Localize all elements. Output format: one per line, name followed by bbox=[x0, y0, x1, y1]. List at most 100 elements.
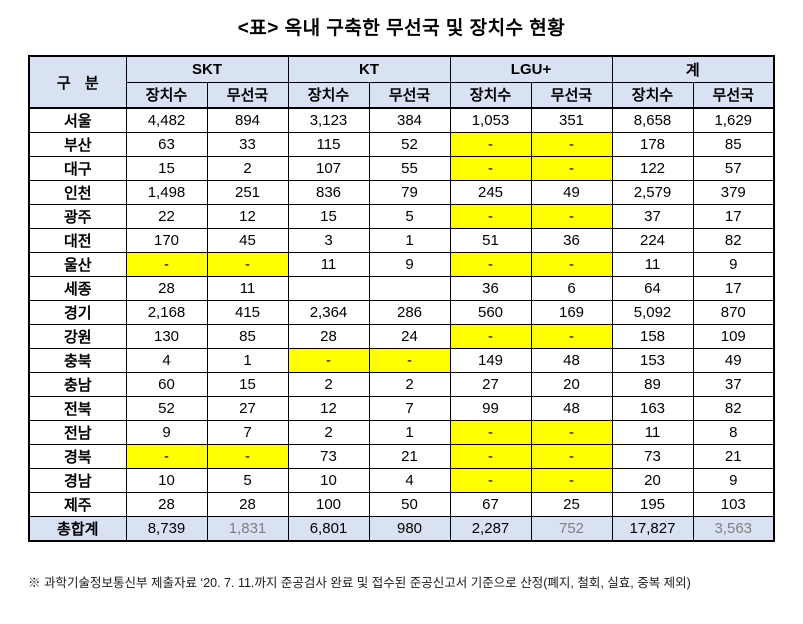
table-cell: 2,579 bbox=[611, 180, 694, 205]
table-cell: 3 bbox=[287, 228, 370, 253]
row-label: 총합계 bbox=[28, 516, 127, 542]
table-cell: 17 bbox=[692, 276, 775, 301]
table-cell: 24 bbox=[368, 324, 451, 349]
table-cell: 384 bbox=[368, 107, 451, 133]
group-header-skt: SKT bbox=[125, 55, 289, 83]
table-cell: 351 bbox=[530, 107, 613, 133]
table-cell: - bbox=[530, 252, 613, 277]
sub-header-skt: 무선국 bbox=[206, 81, 289, 109]
table-cell: 63 bbox=[125, 132, 208, 157]
table-header: 구 분 SKT KT LGU+ 계 장치수 무선국 장치수 무선국 장치수 무선국 장치수 무선국 bbox=[28, 55, 775, 109]
group-header-lgu: LGU+ bbox=[449, 55, 613, 83]
table-cell: - bbox=[449, 444, 532, 469]
table-cell: 36 bbox=[530, 228, 613, 253]
table-cell: 245 bbox=[449, 180, 532, 205]
table-cell: 64 bbox=[611, 276, 694, 301]
table-cell: 100 bbox=[287, 492, 370, 517]
row-label: 대전 bbox=[28, 228, 127, 253]
data-table: 구 분 SKT KT LGU+ 계 장치수 무선국 장치수 무선국 장치수 무선국 장치수 무선국 서… bbox=[28, 55, 775, 542]
total-row: 총합계 8,739 1,831 6,801 980 2,287 752 17,827 3,563 bbox=[28, 516, 775, 542]
table-cell: 836 bbox=[287, 180, 370, 205]
table-cell: 251 bbox=[206, 180, 289, 205]
table-cell: - bbox=[530, 132, 613, 157]
table-cell: 20 bbox=[530, 372, 613, 397]
table-cell: 2 bbox=[206, 156, 289, 181]
table-cell bbox=[368, 276, 451, 301]
table-row: 경북 - -73 21- -73 21 bbox=[28, 444, 775, 469]
table-cell: - bbox=[287, 348, 370, 373]
footnote: ※ 과학기술정보통신부 제출자료 ‘20. 7. 11.까지 준공검사 완료 및… bbox=[28, 576, 691, 590]
table-cell: 3,563 bbox=[692, 516, 775, 542]
table-cell: 1,053 bbox=[449, 107, 532, 133]
table-cell: 5 bbox=[206, 468, 289, 493]
table-cell: - bbox=[125, 444, 208, 469]
table-cell: 20 bbox=[611, 468, 694, 493]
table-cell: 25 bbox=[530, 492, 613, 517]
table-cell: - bbox=[449, 252, 532, 277]
table-cell: 870 bbox=[692, 300, 775, 325]
row-label: 부산 bbox=[28, 132, 127, 157]
table-cell: 82 bbox=[692, 396, 775, 421]
table-row: 서울 4,482 894 3,123 384 1,053 351 8,658 1,629 bbox=[28, 107, 775, 133]
table-cell: 37 bbox=[692, 372, 775, 397]
table-cell: 10 bbox=[125, 468, 208, 493]
table-cell: 85 bbox=[206, 324, 289, 349]
table-cell: 170 bbox=[125, 228, 208, 253]
table-cell: 8,739 bbox=[125, 516, 208, 542]
table-cell: 169 bbox=[530, 300, 613, 325]
table-cell: - bbox=[530, 156, 613, 181]
table-cell: 73 bbox=[611, 444, 694, 469]
table-cell: 85 bbox=[692, 132, 775, 157]
table-cell: 36 bbox=[449, 276, 532, 301]
table-row: 경남 10 5 10 4- -20 9 bbox=[28, 468, 775, 493]
table-cell: 50 bbox=[368, 492, 451, 517]
table-cell: 115 bbox=[287, 132, 370, 157]
table-row: 전북 52 27 12 7 99 48 163 82 bbox=[28, 396, 775, 421]
table-cell: 5,092 bbox=[611, 300, 694, 325]
table-cell: 3,123 bbox=[287, 107, 370, 133]
table-cell: 379 bbox=[692, 180, 775, 205]
table-cell: 4,482 bbox=[125, 107, 208, 133]
table-cell: 1 bbox=[206, 348, 289, 373]
table-cell: 7 bbox=[206, 420, 289, 445]
table-cell: 4 bbox=[368, 468, 451, 493]
table-cell: 28 bbox=[125, 492, 208, 517]
table-cell: 6,801 bbox=[287, 516, 370, 542]
table-cell: 48 bbox=[530, 348, 613, 373]
table-cell: 2,364 bbox=[287, 300, 370, 325]
table-cell: 1,831 bbox=[206, 516, 289, 542]
table-cell: 8 bbox=[692, 420, 775, 445]
table-row: 경기 2,168 415 2,364 286 560 169 5,092 870 bbox=[28, 300, 775, 325]
table-cell: 57 bbox=[692, 156, 775, 181]
table-cell: 4 bbox=[125, 348, 208, 373]
row-label: 광주 bbox=[28, 204, 127, 229]
table-cell: 37 bbox=[611, 204, 694, 229]
table-cell: 10 bbox=[287, 468, 370, 493]
table-cell: - bbox=[449, 420, 532, 445]
table-cell: 153 bbox=[611, 348, 694, 373]
row-label: 대구 bbox=[28, 156, 127, 181]
table-cell: 195 bbox=[611, 492, 694, 517]
table-cell bbox=[287, 276, 370, 301]
table-cell: - bbox=[449, 132, 532, 157]
table-cell: 52 bbox=[368, 132, 451, 157]
table-cell: 9 bbox=[692, 252, 775, 277]
table-cell: 2 bbox=[368, 372, 451, 397]
table-cell: - bbox=[206, 252, 289, 277]
sub-header-sum: 무선국 bbox=[692, 81, 775, 109]
table-cell: 107 bbox=[287, 156, 370, 181]
table-cell: 2 bbox=[287, 420, 370, 445]
table-row: 울산 - -11 9- -11 9 bbox=[28, 252, 775, 277]
table-cell: 2 bbox=[287, 372, 370, 397]
table-cell: 67 bbox=[449, 492, 532, 517]
table-cell: 28 bbox=[206, 492, 289, 517]
row-label: 세종 bbox=[28, 276, 127, 301]
table-cell: 9 bbox=[125, 420, 208, 445]
table-cell: 130 bbox=[125, 324, 208, 349]
row-label: 강원 bbox=[28, 324, 127, 349]
sub-header-lgu: 무선국 bbox=[530, 81, 613, 109]
table-cell: 73 bbox=[287, 444, 370, 469]
table-cell: 11 bbox=[287, 252, 370, 277]
table-cell: 99 bbox=[449, 396, 532, 421]
